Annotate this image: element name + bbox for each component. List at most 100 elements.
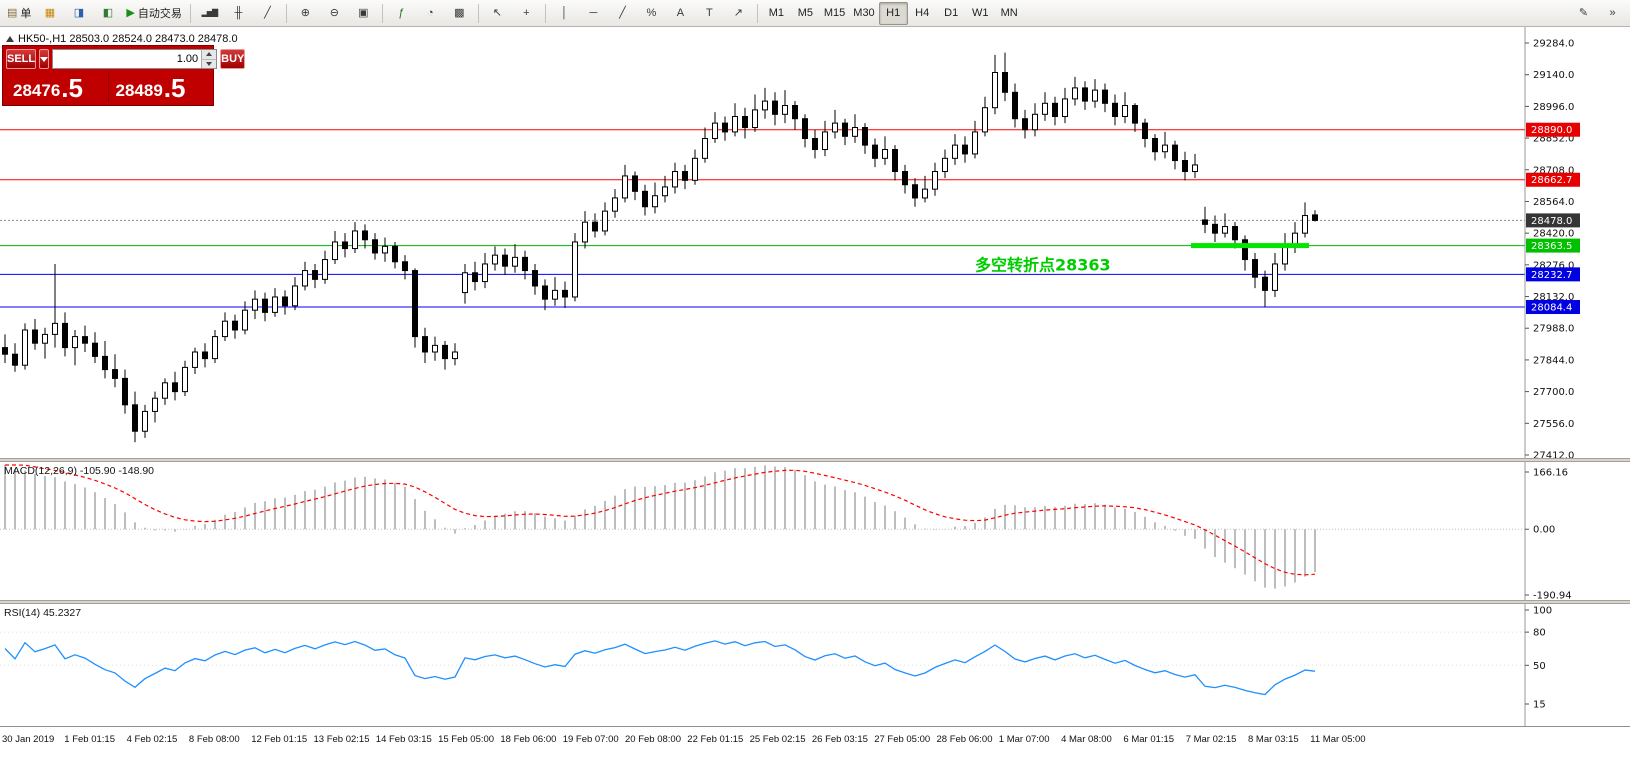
crosshair-button[interactable]: + [512,2,541,25]
time-axis-label: 26 Feb 03:15 [811,734,868,745]
sell-price[interactable]: 28476.5 [6,72,109,102]
templates-button[interactable]: ▩ [445,2,474,25]
svg-text:100: 100 [1533,606,1552,617]
fibonacci-icon: % [646,6,657,19]
fibonacci-button[interactable]: % [637,2,666,25]
tf-d1-button[interactable]: D1 [937,2,966,25]
data-window-button[interactable]: ◨ [64,2,93,25]
svg-text:80: 80 [1533,628,1546,639]
zoom-in-icon: ⊕ [300,6,310,19]
toolbar-separator [477,3,479,23]
new-order-button[interactable]: ▤ 单 [3,2,35,25]
tf-m30-button-label: M30 [853,7,875,19]
sell-price-frac: .5 [61,73,83,103]
svg-text:28232.7: 28232.7 [1531,270,1572,281]
periods-icon: ◔ [427,6,434,19]
sell-options-button[interactable] [39,49,50,69]
tf-h1-button[interactable]: H1 [878,1,908,25]
sell-button[interactable]: SELL [6,49,37,69]
arrows-button[interactable]: ↗ [724,2,753,25]
svg-text:50: 50 [1533,661,1546,672]
svg-text:29284.0: 29284.0 [1533,39,1574,50]
volume-decrease-button[interactable] [202,59,217,68]
quick-jump-button[interactable]: » [1598,2,1627,25]
svg-text:28132.0: 28132.0 [1533,292,1574,303]
svg-text:28662.7: 28662.7 [1531,175,1572,186]
time-axis-label: 13 Feb 02:15 [313,734,370,745]
zoom-in-button[interactable]: ⊕ [291,2,320,25]
time-axis-label: 19 Feb 07:00 [562,734,619,745]
svg-text:28420.0: 28420.0 [1533,229,1574,240]
periods-button[interactable]: ◔ [416,2,445,25]
indicators-button[interactable]: ƒ [387,2,416,25]
cursor-icon: ↖ [492,6,502,19]
time-axis-label: 11 Mar 05:00 [1310,734,1366,745]
pencil-icon: ✎ [1578,6,1589,19]
one-click-trading-panel: SELL BUY 28476.5 28489.5 [2,45,246,106]
svg-text:28276.0: 28276.0 [1533,260,1574,271]
svg-text:27700.0: 27700.0 [1533,387,1574,398]
cursor-button[interactable]: ↖ [483,2,512,25]
rsi-scale-labels[interactable]: 100 80 50 15 [1525,606,1552,711]
tf-mn-button[interactable]: MN [995,2,1024,25]
navigator-button[interactable]: ◧ [93,2,122,25]
quick-jump-icon: » [1609,6,1616,19]
tf-m15-button-label: M15 [823,7,846,19]
pencil-button[interactable]: ✎ [1569,2,1598,25]
tf-m30-button[interactable]: M30 [849,2,878,25]
label-icon: T [706,6,713,19]
market-watch-icon: ▦ [44,6,56,19]
label-button[interactable]: T [695,2,724,25]
macd-panel[interactable]: 166.16 0.00 -190.94 [0,462,1630,600]
tf-m15-button[interactable]: M15 [820,2,849,25]
annotation-layer: 多空转折点28363 [975,256,1111,275]
svg-text:27844.0: 27844.0 [1533,355,1574,366]
bar-chart-button[interactable]: ▂▅▇ [195,2,224,25]
text-button[interactable]: A [666,2,695,25]
time-axis-label: 7 Mar 02:15 [1185,734,1237,745]
candle-chart-button[interactable]: ╫ [224,2,253,25]
volume-increase-button[interactable] [202,50,217,60]
tf-m1-button[interactable]: M1 [762,2,791,25]
indicators-icon: ƒ [398,6,405,19]
chart-window: 多空转折点28363 29284.0 29140.0 28996.0 28852.0 28… [0,27,1630,777]
candles-layer [2,52,1318,443]
tf-m5-button[interactable]: M5 [791,2,820,25]
rsi-line [4,640,1316,696]
main-chart[interactable]: 多空转折点28363 29284.029140.028996.028852.028… [0,27,1630,459]
zoom-out-button[interactable]: ⊖ [320,2,349,25]
toolbar-separator [285,3,287,23]
tf-w1-button[interactable]: W1 [966,2,995,25]
svg-text:166.16: 166.16 [1533,468,1568,479]
bar-chart-icon: ▂▅▇ [201,8,219,17]
price-axis-labels[interactable]: 29284.0 29140.0 28996.0 28852.0 28708.0 28564… [1525,39,1574,460]
buy-price[interactable]: 28489.5 [109,72,211,102]
volume-input[interactable] [53,50,202,68]
horizontal-line-button[interactable]: ─ [579,2,608,25]
rsi-panel[interactable]: 100 80 50 15 [0,604,1630,726]
annotation-text: 多空转折点28363 [975,256,1111,275]
macd-scale-labels[interactable]: 166.16 0.00 -190.94 [1525,468,1572,601]
symbol-marker-icon [6,36,14,42]
buy-button[interactable]: BUY [220,49,246,69]
tf-h1-button-label: H1 [886,7,901,19]
line-chart-button[interactable]: ╱ [253,2,282,25]
toolbar-separator [189,3,191,23]
rsi-panel-splitter[interactable] [0,600,1630,604]
tile-windows-button[interactable]: ▣ [349,2,378,25]
tf-m5-button-label: M5 [797,7,814,19]
svg-text:27412.0: 27412.0 [1533,451,1574,460]
vertical-line-button[interactable]: │ [550,2,579,25]
time-axis-label: 30 Jan 2019 [2,734,55,745]
time-axis[interactable]: 30 Jan 2019 1 Feb 01:15 4 Feb 02:15 8 Feb 0… [0,726,1630,753]
autotrading-button[interactable]: ▶ 自动交易 [122,2,185,25]
autotrading-button-label: 自动交易 [137,8,182,20]
time-axis-label: 14 Feb 03:15 [375,734,432,745]
volume-box [52,49,218,69]
tf-h4-button[interactable]: H4 [908,2,937,25]
new-order-icon: ▤ [7,6,18,19]
chevron-down-icon [206,61,213,66]
market-watch-button[interactable]: ▦ [35,2,64,25]
trendline-button[interactable]: ╱ [608,2,637,25]
macd-panel-splitter[interactable] [0,458,1630,462]
